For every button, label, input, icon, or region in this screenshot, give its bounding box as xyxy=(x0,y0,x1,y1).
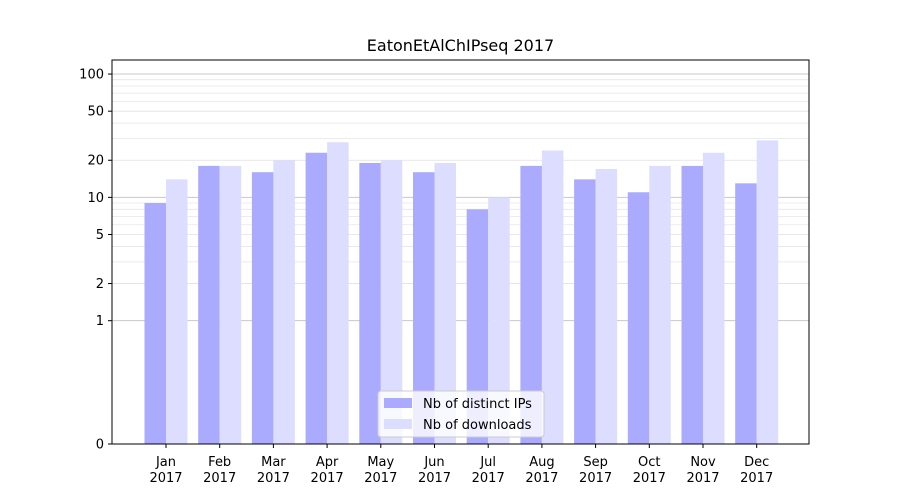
y-tick-label: 100 xyxy=(79,68,104,83)
x-tick-label-month: Feb xyxy=(208,455,231,470)
x-tick-label-year: 2017 xyxy=(364,471,397,486)
bar-downloads xyxy=(649,165,671,444)
x-tick-label-year: 2017 xyxy=(257,471,290,486)
bar-distinct-ips xyxy=(359,162,381,444)
bar-distinct-ips xyxy=(735,183,757,444)
legend-box xyxy=(377,390,545,438)
bar-downloads xyxy=(273,160,295,444)
bar-distinct-ips xyxy=(198,165,220,444)
bar-downloads xyxy=(434,162,456,444)
legend-label: Nb of distinct IPs xyxy=(423,397,532,412)
bar-downloads xyxy=(327,142,349,444)
x-tick-label-month: Jun xyxy=(423,455,444,470)
legend-label: Nb of downloads xyxy=(423,418,532,433)
bar-downloads xyxy=(541,150,564,444)
bar-distinct-ips xyxy=(466,209,489,444)
y-tick-label: 0 xyxy=(96,438,104,453)
x-tick-label-month: Jul xyxy=(479,455,496,470)
bar-distinct-ips xyxy=(520,165,542,444)
x-tick-label-year: 2017 xyxy=(525,471,558,486)
y-tick-label: 20 xyxy=(87,154,104,169)
bar-distinct-ips xyxy=(413,172,435,445)
bar-downloads xyxy=(219,165,242,444)
legend-swatch xyxy=(384,419,412,429)
bar-downloads xyxy=(488,197,510,444)
bars xyxy=(144,140,779,445)
x-tick-label-month: Mar xyxy=(261,455,286,470)
x-tick-label-year: 2017 xyxy=(579,471,612,486)
y-tick-label: 2 xyxy=(96,277,104,292)
y-tick-label: 1 xyxy=(96,314,104,329)
bar-downloads xyxy=(703,152,725,444)
y-tick-label: 10 xyxy=(87,191,104,206)
bar-distinct-ips xyxy=(574,179,596,444)
x-tick-label-year: 2017 xyxy=(149,471,182,486)
x-tick-label-year: 2017 xyxy=(633,471,666,486)
x-tick-label-month: Nov xyxy=(690,455,716,470)
bar-downloads xyxy=(166,179,188,444)
bar-distinct-ips xyxy=(681,165,703,444)
bar-distinct-ips xyxy=(305,152,328,444)
x-tick-label-month: Oct xyxy=(638,455,660,470)
x-tick-label-year: 2017 xyxy=(472,471,505,486)
x-tick-label-month: May xyxy=(367,455,394,470)
x-tick-label-year: 2017 xyxy=(418,471,451,486)
x-tick-label-month: Dec xyxy=(744,455,769,470)
x-tick-label-month: Aug xyxy=(529,455,554,470)
x-tick-label-year: 2017 xyxy=(203,471,236,486)
plot-area-frame xyxy=(111,59,810,445)
bar-distinct-ips xyxy=(144,203,166,444)
x-tick-label-year: 2017 xyxy=(740,471,773,486)
x-tick-label-month: Sep xyxy=(583,455,608,470)
x-tick-label-month: Apr xyxy=(316,455,339,470)
chart-title: EatonEtAlChIPseq 2017 xyxy=(367,36,554,55)
x-tick-label-year: 2017 xyxy=(311,471,344,486)
x-axis: Jan2017Feb2017Mar2017Apr2017May2017Jun20… xyxy=(149,444,773,486)
legend: Nb of distinct IPs Nb of downloads xyxy=(377,390,545,438)
legend-swatch xyxy=(384,398,412,408)
x-tick-label-year: 2017 xyxy=(686,471,719,486)
bar-downloads xyxy=(595,168,618,444)
bar-distinct-ips xyxy=(627,192,650,444)
bar-downloads xyxy=(380,160,403,444)
x-tick-label-month: Jan xyxy=(155,455,176,470)
bar-downloads xyxy=(756,140,779,444)
y-tick-label: 50 xyxy=(87,105,104,120)
y-axis: 0 1 2 5 10 20 50 100 xyxy=(79,68,112,453)
y-tick-label: 5 xyxy=(96,228,104,243)
bar-distinct-ips xyxy=(251,172,274,445)
